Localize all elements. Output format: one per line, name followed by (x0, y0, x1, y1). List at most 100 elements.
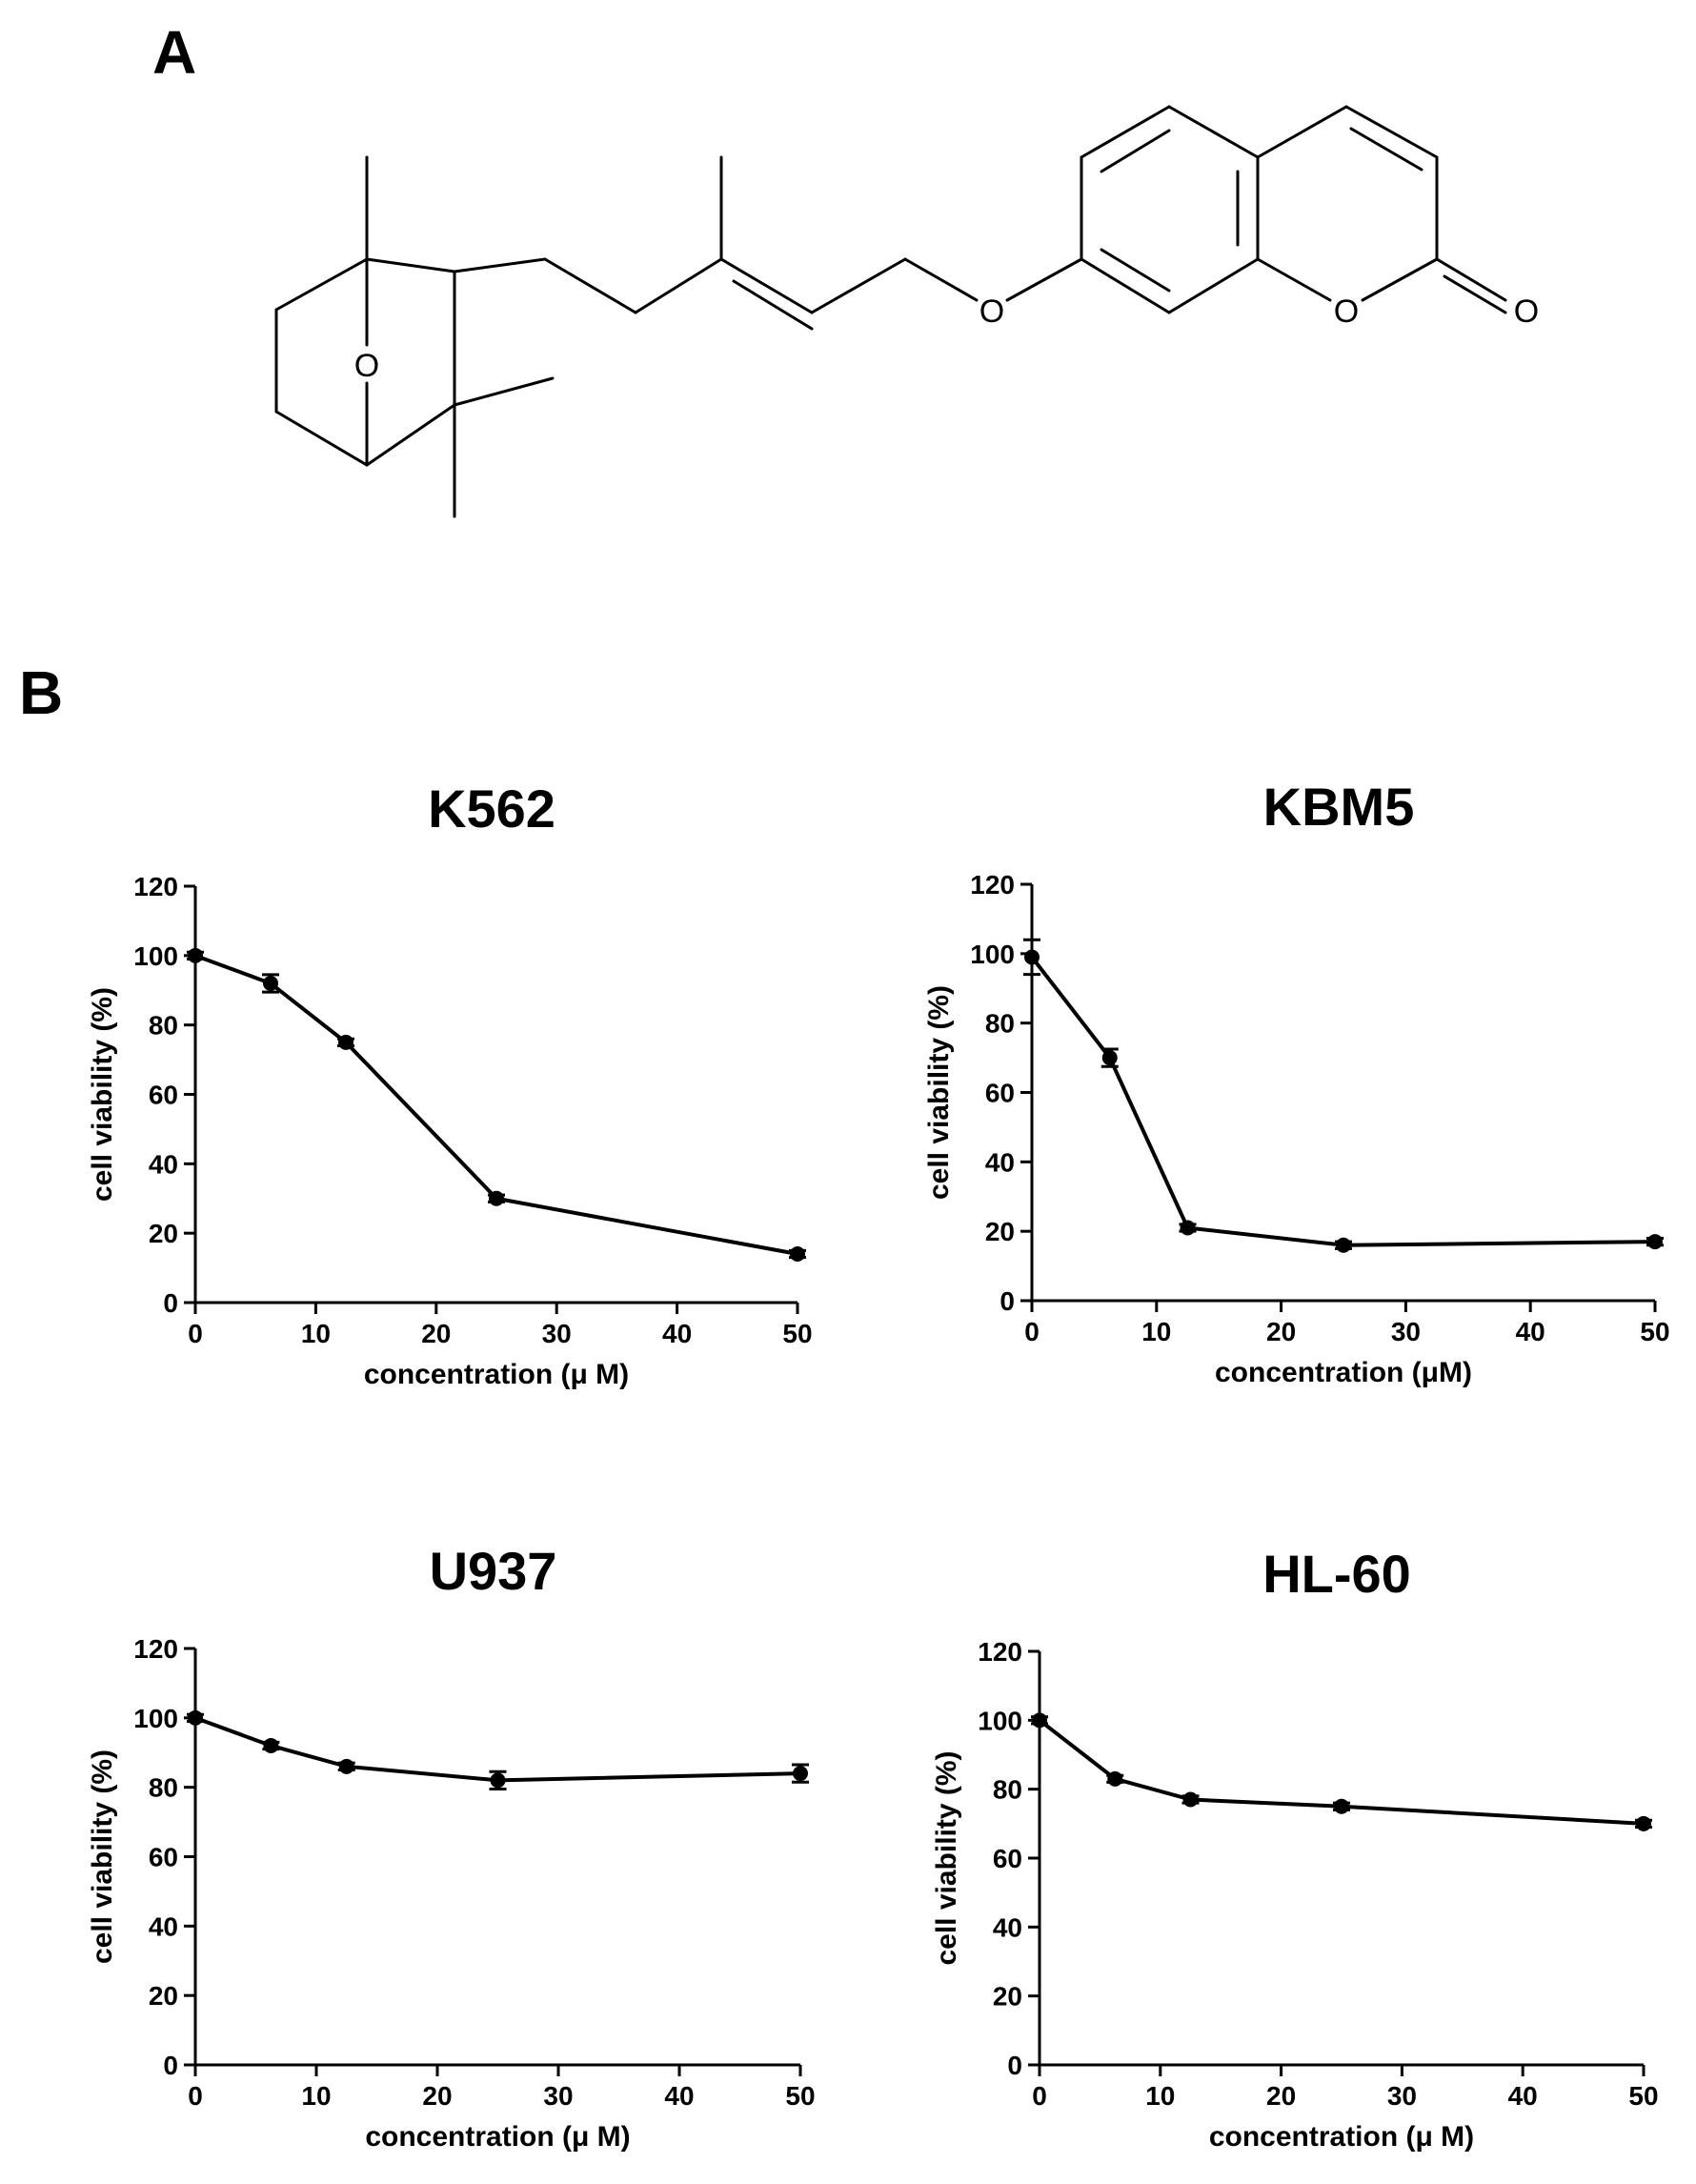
x-tick-label: 30 (542, 1319, 572, 1348)
chart-title: K562 (428, 779, 555, 839)
x-tick-label: 50 (782, 1319, 812, 1348)
x-tick-label: 0 (188, 1319, 203, 1348)
x-tick-label: 0 (1032, 2081, 1047, 2111)
x-tick-label: 40 (1508, 2081, 1538, 2111)
bond (1256, 257, 1332, 302)
y-tick-label: 100 (133, 941, 178, 971)
y-tick-label: 40 (985, 1147, 1015, 1177)
x-tick-label: 30 (1391, 1317, 1421, 1346)
y-tick-label: 0 (163, 2051, 178, 2080)
x-axis-label: concentration (μ M) (364, 1359, 629, 1390)
chart-4: HL-60 0 20 40 60 80 100 120 0 10 20 30 40 50 concentra… (931, 1544, 1659, 2153)
bond (1100, 129, 1171, 173)
chemical-structure: O O O O (274, 105, 1539, 518)
data-point (263, 975, 278, 991)
x-tick-label: 40 (1516, 1317, 1545, 1346)
bond (453, 376, 555, 407)
y-axis-label: cell viability (%) (87, 1749, 118, 1964)
chart-3: U937 0 20 40 60 80 100 120 0 10 20 30 40 50 concentrat… (87, 1541, 816, 2153)
bond (453, 257, 547, 273)
data-point (1334, 1798, 1349, 1814)
y-tick-label: 80 (985, 1009, 1015, 1039)
y-tick-label: 80 (149, 1011, 178, 1041)
chart-title: KBM5 (1263, 777, 1415, 837)
y-axis-label: cell viability (%) (923, 985, 955, 1200)
x-tick-label: 20 (1266, 2081, 1296, 2111)
x-tick-label: 50 (1628, 2081, 1658, 2111)
panel-label-b: B (19, 658, 64, 727)
data-point (1182, 1791, 1199, 1808)
y-tick-label: 20 (149, 1219, 178, 1248)
data-point (263, 1737, 279, 1753)
panel-label-a: A (152, 18, 197, 87)
bond (719, 257, 814, 314)
y-tick-label: 40 (993, 1912, 1022, 1942)
y-tick-label: 100 (978, 1706, 1022, 1735)
x-axis-label: concentration (μM) (1215, 1357, 1472, 1388)
data-point (188, 1709, 203, 1726)
bond (1256, 105, 1348, 159)
series-line (194, 953, 798, 1256)
bond (274, 410, 369, 467)
bond (1344, 105, 1439, 159)
y-tick-label: 60 (149, 1843, 178, 1872)
bond (365, 257, 456, 273)
data-point (338, 1758, 354, 1774)
bond (1435, 257, 1507, 302)
chart-title: U937 (430, 1541, 557, 1601)
y-tick-label: 120 (970, 870, 1015, 900)
data-point (1107, 1770, 1123, 1787)
y-tick-label: 40 (149, 1149, 178, 1179)
atom-label-oxygen: O (1334, 293, 1359, 330)
data-point (1636, 1815, 1651, 1831)
x-axis-label: concentration (μ M) (365, 2121, 630, 2153)
x-tick-label: 20 (422, 2081, 452, 2111)
chart-1: K562 0 20 40 60 80 100 120 0 10 20 30 40 50 concentrat… (87, 779, 813, 1390)
data-point (188, 947, 203, 963)
x-tick-label: 20 (421, 1319, 451, 1348)
data-point (490, 1772, 506, 1789)
y-tick-label: 120 (133, 1634, 178, 1664)
y-tick-label: 0 (999, 1286, 1015, 1316)
y-tick-label: 100 (970, 940, 1015, 969)
data-point (489, 1190, 504, 1206)
chart-2: KBM5 0 20 40 60 80 100 120 0 10 20 30 40 50 concentrat… (923, 777, 1670, 1388)
y-tick-label: 60 (993, 1844, 1022, 1873)
y-tick-label: 40 (149, 1911, 178, 1941)
bond (1361, 257, 1439, 302)
atom-label-oxygen: O (1514, 293, 1539, 330)
x-tick-label: 0 (1024, 1317, 1040, 1346)
x-tick-label: 0 (188, 2081, 203, 2111)
y-axis-label: cell viability (%) (87, 987, 118, 1202)
bond (1005, 257, 1083, 302)
data-point (1024, 949, 1040, 965)
x-tick-label: 10 (1145, 2081, 1175, 2111)
x-tick-label: 30 (1387, 2081, 1417, 2111)
data-point (1180, 1220, 1196, 1236)
y-tick-label: 20 (985, 1217, 1015, 1246)
bond (1080, 257, 1171, 314)
data-point (1101, 1050, 1118, 1066)
data-point (1032, 1712, 1047, 1729)
y-tick-label: 0 (163, 1288, 178, 1318)
bond (1349, 127, 1423, 172)
bond (1167, 257, 1260, 314)
bond (274, 257, 369, 312)
data-point (1647, 1234, 1663, 1250)
bond (1443, 274, 1507, 314)
bond (732, 279, 814, 331)
data-point (790, 1246, 805, 1263)
bond (1080, 105, 1171, 159)
bond (365, 403, 456, 467)
y-tick-label: 120 (978, 1637, 1022, 1667)
x-axis-label: concentration (μ M) (1209, 2121, 1474, 2153)
x-tick-label: 50 (1640, 1317, 1669, 1346)
y-tick-label: 60 (985, 1079, 1015, 1108)
x-tick-label: 40 (662, 1319, 692, 1348)
bond (543, 257, 637, 314)
data-point (1336, 1237, 1351, 1253)
atom-label-oxygen: O (979, 293, 1004, 330)
y-tick-label: 60 (149, 1081, 178, 1110)
data-point (338, 1034, 353, 1050)
